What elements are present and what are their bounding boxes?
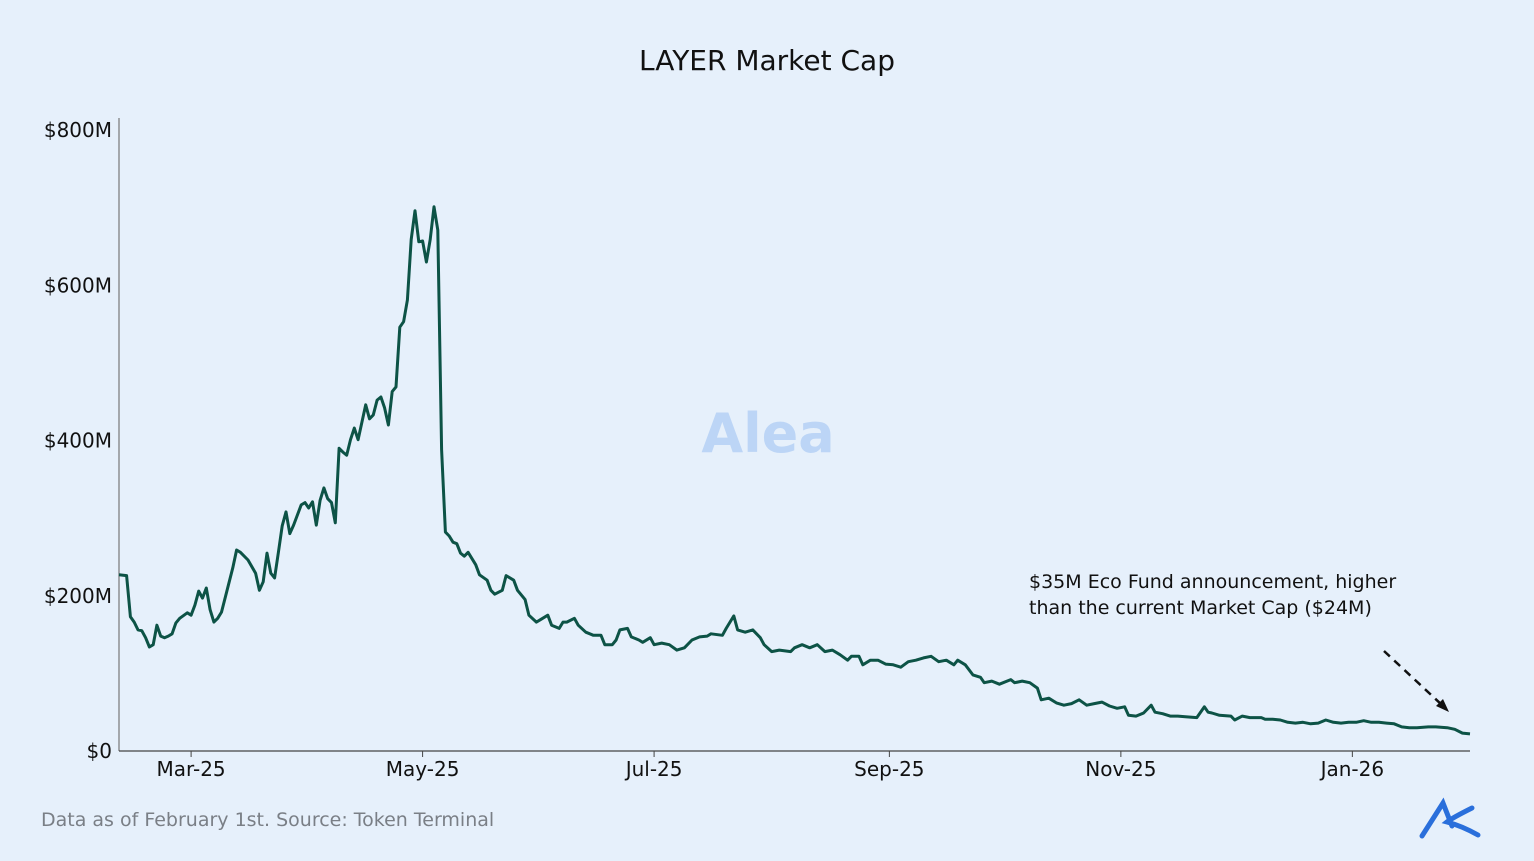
annotation-line-2: than the current Market Cap ($24M) xyxy=(1029,597,1372,619)
y-tick-label: $600M xyxy=(44,273,112,297)
annotation-line-1: $35M Eco Fund announcement, higher xyxy=(1029,571,1396,593)
x-tick-label: Sep-25 xyxy=(854,757,924,781)
x-tick-label: Jan-26 xyxy=(1319,757,1385,781)
y-tick-label: $800M xyxy=(44,118,112,142)
x-tick-label: Nov-25 xyxy=(1085,757,1156,781)
y-ticks: $0 $200M $400M $600M $800M xyxy=(44,118,112,763)
data-points xyxy=(119,207,1470,734)
axes xyxy=(118,118,1470,752)
alea-logo-icon xyxy=(1419,797,1481,839)
series-line xyxy=(118,205,1471,736)
y-tick-label: $200M xyxy=(44,584,112,608)
x-ticks: Mar-25 May-25 Jul-25 Sep-25 Nov-25 Jan-26 xyxy=(157,751,1385,781)
x-tick-label: May-25 xyxy=(386,757,460,781)
chart-title: LAYER Market Cap xyxy=(639,44,895,77)
watermark: Alea xyxy=(701,402,834,465)
footer-source: Data as of February 1st. Source: Token T… xyxy=(41,809,494,831)
y-tick-label: $400M xyxy=(44,429,112,453)
x-tick-label: Jul-25 xyxy=(624,757,683,781)
annotation-arrow xyxy=(1383,650,1449,712)
x-tick-label: Mar-25 xyxy=(157,757,226,781)
y-tick-label: $0 xyxy=(87,739,112,763)
